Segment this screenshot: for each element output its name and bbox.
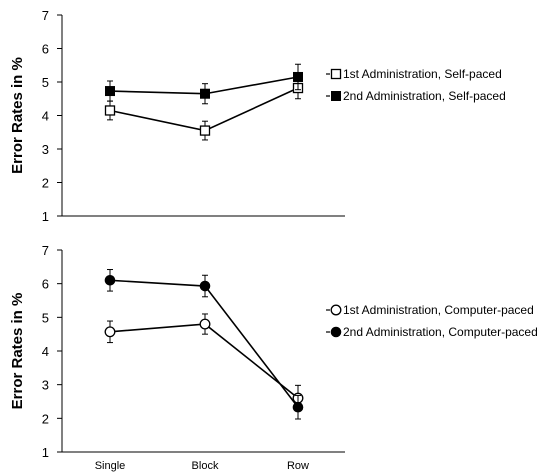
data-point (104, 105, 116, 116)
data-point (104, 326, 116, 338)
x-tick-label: Block (192, 460, 219, 472)
y-tick-label: 6 (42, 277, 49, 292)
y-tick-label: 1 (42, 209, 49, 224)
y-tick-label: 3 (42, 378, 49, 393)
data-point (199, 125, 211, 136)
data-point (293, 71, 303, 82)
y-tick-label: 3 (42, 142, 49, 157)
y-tick-label: 6 (42, 42, 49, 57)
legend-label: 2nd Administration, Computer-paced (343, 325, 538, 339)
y-tick-label: 4 (42, 109, 49, 124)
y-tick-label: 4 (42, 344, 49, 359)
x-tick-label: Row (287, 460, 309, 472)
legend-marker (330, 326, 342, 338)
y-tick-label: 2 (42, 411, 49, 426)
series-line (109, 279, 299, 408)
y-tick-label: 7 (42, 8, 49, 23)
data-point (200, 88, 210, 99)
y-tick-label: 2 (42, 176, 49, 191)
legend-marker (330, 68, 342, 80)
legend-label: 1st Administration, Self-paced (343, 67, 502, 81)
legend-label: 1st Administration, Computer-paced (343, 303, 534, 317)
self-paced-panel: 1 2 3 4 5 6 7 Error Rates in % 1st Administratio… (9, 8, 506, 224)
data-point (199, 280, 211, 292)
y-tick-label: 5 (42, 310, 49, 325)
y-axis-label: Error Rates in % (9, 57, 26, 174)
data-point (104, 275, 116, 286)
y-tick-label: 1 (42, 445, 49, 460)
series-line (109, 323, 299, 399)
legend-label: 2nd Administration, Self-paced (343, 89, 506, 103)
data-point (292, 401, 304, 413)
legend-marker (330, 304, 342, 316)
y-axis-label: Error Rates in % (9, 293, 26, 410)
computer-paced-panel: 1 2 3 4 5 6 7 Error Rates in % Single Block Row 1st… (9, 243, 538, 472)
y-tick-label: 7 (42, 243, 49, 258)
legend-marker (331, 91, 341, 101)
y-tick-label: 5 (42, 75, 49, 90)
data-point (105, 86, 115, 97)
x-tick-label: Single (95, 460, 126, 472)
data-point (199, 318, 211, 330)
